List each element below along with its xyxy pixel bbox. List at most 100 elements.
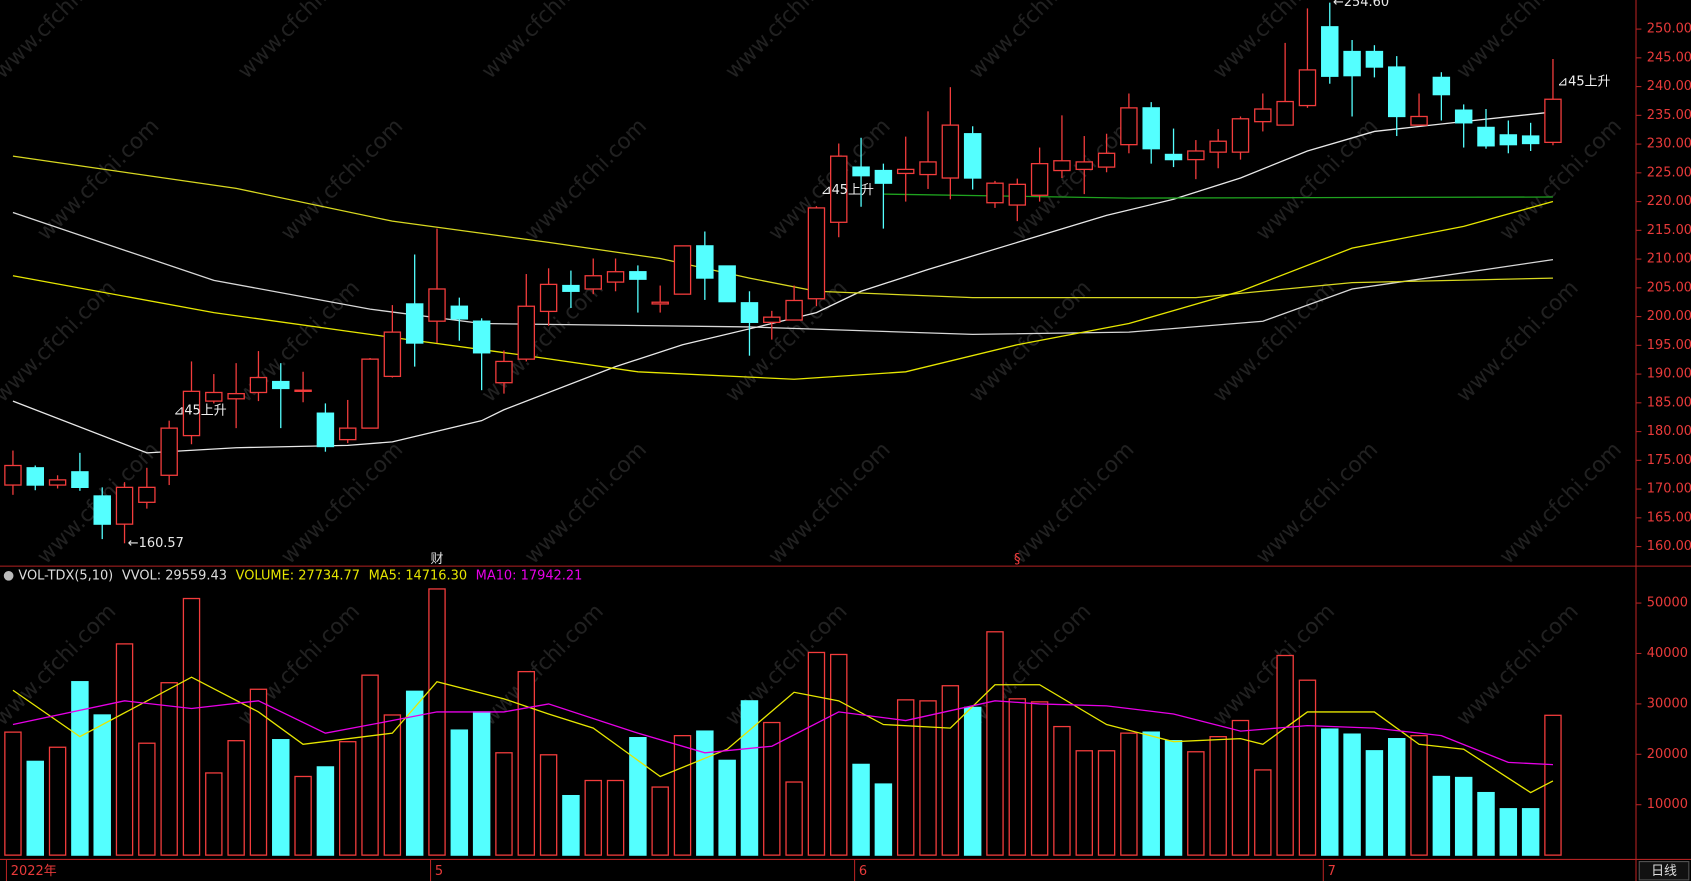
candle-body — [1008, 183, 1027, 206]
candle-body — [696, 245, 714, 279]
candle-body — [1164, 153, 1183, 161]
y-tick-label: 185.00 — [1647, 395, 1691, 410]
menu-icon[interactable] — [3, 570, 14, 581]
candle-body — [1254, 108, 1272, 123]
candle-body — [227, 392, 245, 400]
candle-body — [830, 155, 848, 223]
volume-bar — [1477, 791, 1495, 856]
volume-bar — [1343, 733, 1361, 856]
volume-ma-line — [12, 700, 1553, 766]
candle-body — [673, 245, 692, 295]
watermark: www.cfchi.com — [764, 437, 896, 569]
candle-body — [1298, 69, 1317, 107]
y-tick-label: 20000 — [1647, 747, 1688, 762]
candle-body — [1544, 98, 1562, 144]
candle-body — [1365, 50, 1384, 68]
watermark: www.cfchi.com — [721, 276, 853, 408]
indicator-header: MA10: 17942.21 — [476, 568, 583, 583]
y-tick-label: 10000 — [1647, 797, 1688, 812]
y-tick-label: 200.00 — [1647, 309, 1691, 324]
watermark: www.cfchi.com — [1452, 276, 1584, 408]
watermark: www.cfchi.com — [1007, 437, 1139, 569]
candle-body — [986, 182, 1004, 204]
candle-body — [1321, 26, 1339, 77]
volume-bar — [227, 740, 245, 856]
volume-bar — [606, 779, 625, 856]
volume-bar — [718, 759, 736, 856]
candle-body — [919, 161, 937, 176]
candle-body — [138, 486, 156, 503]
candle-body — [71, 471, 89, 488]
volume-bar — [361, 674, 379, 856]
volume-bar — [4, 731, 22, 856]
y-tick-label: 210.00 — [1647, 252, 1691, 267]
candle-body — [1432, 76, 1451, 96]
indicator-header: MA5: 14716.30 — [369, 568, 467, 583]
volume-bar — [517, 670, 536, 856]
y-tick-label: 195.00 — [1647, 338, 1691, 353]
extreme-label: ←254.60 — [1333, 0, 1389, 10]
watermark: www.cfchi.com — [520, 437, 652, 569]
volume-bar — [852, 763, 870, 856]
volume-bar — [896, 699, 915, 856]
y-tick-label: 220.00 — [1647, 194, 1691, 209]
volume-bar — [673, 734, 692, 856]
y-tick-label: 205.00 — [1647, 280, 1691, 295]
watermark: www.cfchi.com — [520, 114, 652, 246]
indicator-header: VOL-TDX(5,10) — [18, 568, 113, 583]
volume-bar — [182, 597, 201, 856]
date-label: 2022年 — [11, 864, 57, 879]
volume-bar — [428, 588, 446, 856]
candle-body — [852, 166, 870, 177]
candle-body — [584, 275, 602, 290]
period-box[interactable] — [1638, 861, 1690, 881]
volume-bar — [249, 688, 268, 856]
candle-body — [1387, 66, 1406, 118]
event-marker: 财 — [431, 552, 444, 567]
watermark: www.cfchi.com — [721, 0, 853, 84]
indicator-header: VOLUME: 27734.77 — [236, 568, 360, 583]
volume-bar — [495, 752, 513, 856]
candle-body — [562, 284, 580, 292]
volume-bar — [1209, 736, 1227, 856]
candle-body — [1477, 126, 1495, 147]
signal-label: ⊿45上升 — [821, 183, 874, 198]
candle-body — [606, 271, 625, 283]
volume-bar — [472, 711, 491, 856]
volume-bar — [338, 741, 357, 856]
volume-bar — [1053, 725, 1071, 856]
candle-body — [941, 124, 960, 179]
watermark: www.cfchi.com — [1452, 599, 1584, 731]
volume-bar — [316, 766, 335, 856]
candle-body — [718, 265, 736, 303]
watermark: www.cfchi.com — [0, 599, 121, 731]
date-label: 7 — [1328, 864, 1336, 879]
volume-bar — [1298, 679, 1317, 856]
candle-body — [93, 495, 111, 525]
y-tick-label: 50000 — [1647, 596, 1688, 611]
candle-body — [1521, 135, 1540, 145]
candle-body — [785, 299, 803, 321]
y-tick-label: 160.00 — [1647, 539, 1691, 554]
volume-bar — [160, 682, 178, 856]
watermark: www.cfchi.com — [0, 276, 121, 408]
candle-body — [1499, 134, 1518, 146]
moving-average-line — [12, 155, 1553, 299]
watermark: www.cfchi.com — [1208, 599, 1340, 731]
y-tick-label: 225.00 — [1647, 165, 1691, 180]
volume-bar — [919, 700, 937, 856]
moving-average-line — [12, 200, 1554, 380]
candle-body — [1343, 50, 1361, 77]
volume-bar — [1231, 719, 1250, 856]
y-tick-label: 170.00 — [1647, 482, 1691, 497]
candle-body — [1209, 140, 1227, 153]
y-tick-label: 30000 — [1647, 696, 1688, 711]
volume-bar — [138, 742, 156, 856]
candle-body — [405, 303, 424, 344]
candle-body — [763, 316, 781, 323]
watermark: www.cfchi.com — [276, 114, 408, 246]
period-label[interactable]: 日线 — [1651, 864, 1677, 879]
candle-body — [1187, 150, 1205, 161]
candle-body — [517, 305, 536, 360]
